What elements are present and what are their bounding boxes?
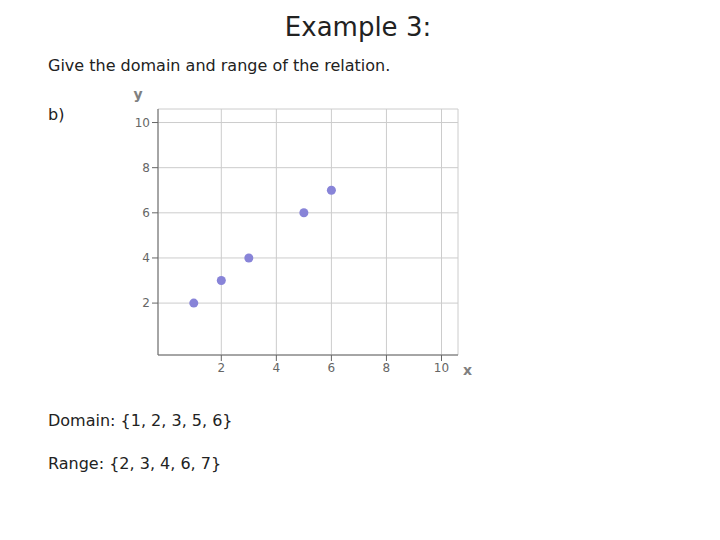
svg-text:10: 10 [434,361,449,375]
svg-text:x: x [463,362,472,378]
svg-text:10: 10 [135,116,150,130]
svg-text:4: 4 [273,361,281,375]
html-text:Give the domain and range of t: Give the domain and range of the relatio… [48,56,391,75]
html-text:Domain: {1, 2, 3, 5, 6}: Domain: {1, 2, 3, 5, 6} [48,411,233,430]
svg-text:8: 8 [142,161,150,175]
html-text:Example 3:: Example 3: [284,12,432,42]
svg-text:4: 4 [142,251,150,265]
svg-text:y: y [133,86,142,102]
svg-text:6: 6 [142,206,150,220]
svg-text:2: 2 [217,361,225,375]
svg-text:6: 6 [328,361,336,375]
html-text:b): b) [48,105,65,124]
svg-text:8: 8 [383,361,391,375]
html-text:Range: {2, 3, 4, 6, 7}: Range: {2, 3, 4, 6, 7} [48,454,222,473]
svg-text:2: 2 [142,296,150,310]
